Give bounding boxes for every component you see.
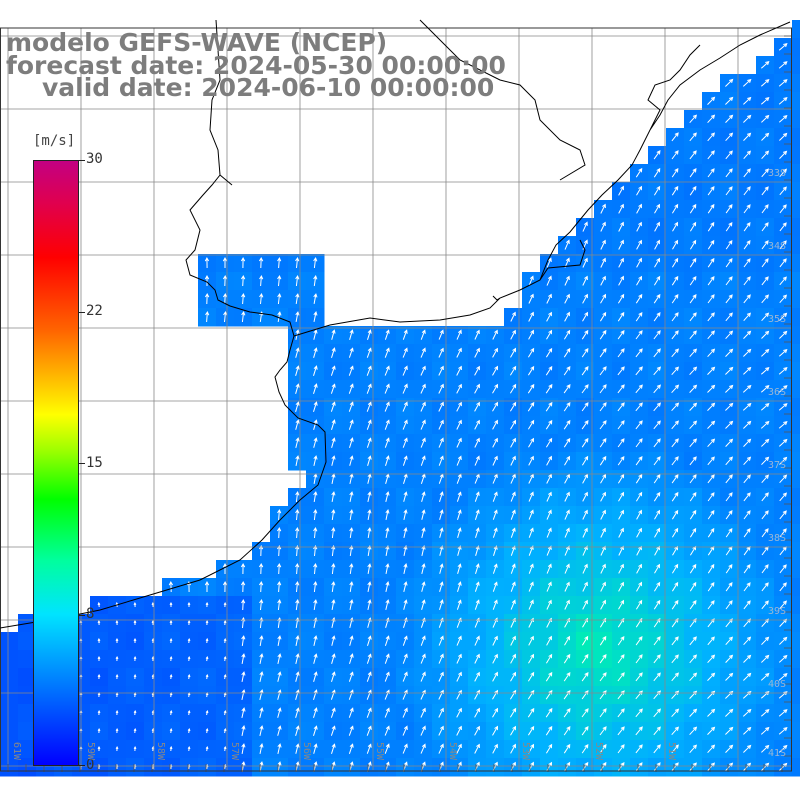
speed-cell [0, 632, 19, 651]
colorbar-tickmark [79, 160, 85, 161]
speed-cell [792, 704, 800, 723]
speed-cell [792, 290, 800, 309]
speed-cell [792, 236, 800, 255]
speed-cell [792, 416, 800, 435]
colorbar-tick-label: 8 [86, 606, 94, 622]
speed-cell [0, 668, 19, 687]
speed-cell [792, 326, 800, 345]
colorbar-tick-label: 30 [86, 151, 103, 167]
lon-label: 56W [301, 742, 312, 760]
lat-label: 39S [768, 606, 786, 617]
speed-cell [792, 668, 800, 687]
valid-date: valid date: 2024-06-10 00:00:00 [42, 75, 494, 100]
speed-cell [792, 722, 800, 741]
colorbar-tickmark [79, 765, 85, 766]
speed-cell [792, 560, 800, 579]
speed-cell [0, 758, 19, 777]
speed-cell [792, 578, 800, 597]
speed-cell [792, 20, 800, 39]
speed-cell [792, 92, 800, 111]
speed-cell [792, 362, 800, 381]
lat-label: 40S [768, 679, 786, 690]
speed-cell [792, 254, 800, 273]
colorbar-tickmark [79, 312, 85, 313]
lat-label: 38S [768, 533, 786, 544]
speed-cell [792, 452, 800, 471]
lat-label: 41S [768, 748, 786, 759]
speed-cell [792, 380, 800, 399]
speed-cell [792, 614, 800, 633]
lon-label: 55W [374, 742, 385, 760]
speed-cell [792, 146, 800, 165]
speed-cell [792, 650, 800, 669]
lon-label: 53W [520, 742, 531, 760]
speed-cell [792, 596, 800, 615]
speed-cell [792, 470, 800, 489]
colorbar [33, 160, 79, 766]
speed-cell [792, 164, 800, 183]
speed-cell [792, 434, 800, 453]
speed-cell [792, 506, 800, 525]
speed-cell [792, 200, 800, 219]
speed-cell [792, 488, 800, 507]
speed-cell [792, 74, 800, 93]
lat-label: 34S [768, 241, 786, 252]
speed-cell [792, 38, 800, 57]
speed-cell [792, 56, 800, 75]
colorbar-tickmark [79, 463, 85, 464]
speed-cell [0, 704, 19, 723]
speed-cell [0, 722, 19, 741]
colorbar-tickmark [79, 615, 85, 616]
speed-cell [792, 740, 800, 759]
colorbar-tick-label: 22 [86, 303, 103, 319]
lon-label: 57W [229, 742, 240, 760]
speed-cell [792, 308, 800, 327]
speed-cell [792, 524, 800, 543]
speed-cell [792, 344, 800, 363]
speed-cell [792, 128, 800, 147]
lon-label: 51W [666, 742, 677, 760]
lon-label: 61W [11, 742, 22, 760]
lon-label: 52W [593, 742, 604, 760]
speed-cell [0, 650, 19, 669]
lon-label: 54W [447, 742, 458, 760]
colorbar-unit: [m/s] [33, 133, 75, 149]
colorbar-tick-label: 15 [86, 455, 103, 471]
lat-label: 36S [768, 387, 786, 398]
lat-label: 35S [768, 314, 786, 325]
speed-cell [792, 686, 800, 705]
speed-cell [792, 218, 800, 237]
lon-label: 59W [85, 742, 96, 760]
lat-label: 37S [768, 460, 786, 471]
speed-cell [792, 542, 800, 561]
speed-cell [792, 110, 800, 129]
speed-cell [792, 272, 800, 291]
speed-cell [792, 182, 800, 201]
speed-cell [792, 758, 800, 777]
lat-label: 33S [768, 168, 786, 179]
speed-cell [0, 686, 19, 705]
speed-cell [792, 398, 800, 417]
speed-cell [792, 632, 800, 651]
wind-speed-field [0, 20, 800, 777]
lon-label: 58W [155, 742, 166, 760]
